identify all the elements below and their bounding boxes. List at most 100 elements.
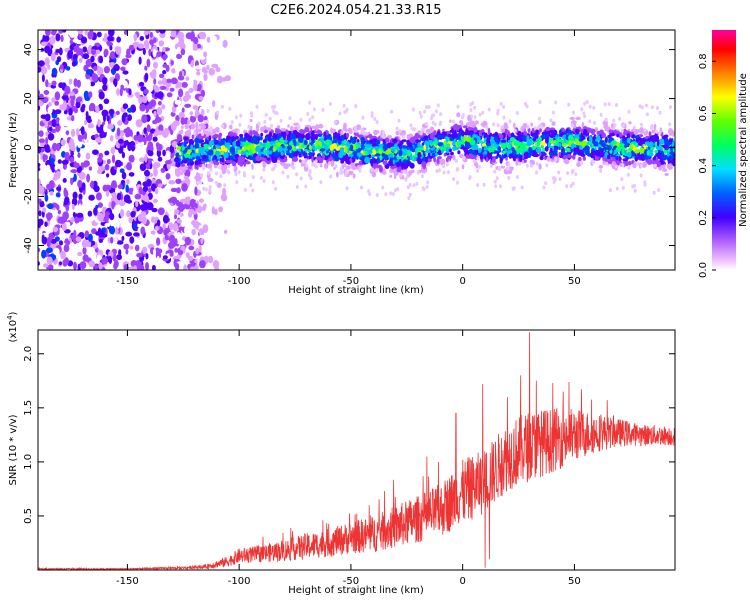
spectrogram-point (67, 49, 73, 59)
spectrogram-point (180, 117, 186, 125)
spectrogram-point (655, 157, 659, 163)
spectrogram-point (615, 186, 619, 191)
spectrogram-point (152, 136, 158, 142)
spectrogram-point (175, 199, 180, 207)
spectrogram-point (47, 203, 54, 210)
spectrogram-point (639, 173, 643, 178)
spectrogram-point (519, 155, 523, 163)
spectrogram-point (664, 173, 669, 176)
spectrogram-point (167, 205, 172, 215)
spectrogram-point (189, 198, 196, 208)
spectrogram-point (648, 141, 654, 148)
spectrogram-point (57, 159, 62, 164)
spectrogram-point (421, 127, 425, 132)
spectrogram-point (365, 131, 369, 136)
spectrogram-point (633, 188, 637, 193)
spectrogram-point (156, 143, 163, 152)
spectrogram-point (316, 144, 321, 150)
spectrogram-point (575, 116, 581, 121)
spectrogram-point (184, 210, 188, 215)
spectrogram-point (540, 141, 546, 146)
spectrogram-point (182, 167, 186, 174)
spectrogram-point (567, 129, 572, 134)
spectrogram-point (361, 115, 365, 120)
spectrogram-point (170, 187, 178, 193)
spectrogram-point (308, 155, 312, 160)
spectrogram-point (250, 113, 254, 118)
spectrogram-point (375, 120, 379, 125)
spectrogram-point (178, 88, 184, 98)
spectrogram-point (113, 78, 118, 88)
spectrogram-point (374, 146, 379, 151)
spectrogram-point (143, 127, 147, 134)
spectrogram-point (389, 174, 393, 178)
spectrogram-point (569, 184, 573, 188)
spectrogram-point (208, 188, 212, 193)
spectrogram-point (419, 114, 423, 119)
spectrogram-point (464, 147, 468, 152)
spectrogram-point (594, 155, 600, 162)
spectrogram-point (190, 144, 194, 150)
spectrogram-point (158, 124, 164, 132)
spectrogram-point (49, 35, 56, 45)
spectrogram-point (89, 102, 96, 112)
spectrogram-point (104, 164, 110, 171)
spectrogram-point (495, 155, 499, 160)
spectrogram-point (377, 158, 381, 163)
x-tick-label: -100 (228, 276, 251, 287)
spectrogram-point (340, 134, 345, 140)
spectrogram-point (179, 203, 186, 211)
spectrogram-point (173, 209, 180, 215)
spectrogram-point (157, 207, 165, 216)
spectrogram-point (114, 238, 118, 244)
spectrogram-point (128, 172, 135, 177)
spectrogram-point (438, 149, 442, 156)
spectrogram-point (40, 66, 48, 75)
spectrogram-point (661, 163, 666, 170)
spectrogram-point (508, 119, 512, 124)
spectrogram-point (58, 30, 64, 34)
spectrogram-point (95, 192, 102, 201)
spectrogram-point (139, 36, 145, 41)
spectrogram-point (172, 222, 179, 232)
spectrogram-point (222, 150, 229, 156)
spectrogram-point (206, 163, 213, 169)
spectrogram-point (467, 126, 473, 131)
spectrogram-point (168, 180, 176, 185)
spectrogram-point (97, 202, 103, 208)
spectrogram-point (149, 71, 157, 77)
spectrogram-point (508, 139, 511, 144)
spectrogram-point (151, 264, 156, 270)
spectrogram-point (628, 121, 632, 125)
spectrogram-point (489, 163, 493, 168)
spectrogram-point (503, 122, 508, 128)
spectrogram-point (581, 121, 584, 129)
spectrogram-point (496, 123, 500, 128)
spectrogram-point (88, 166, 93, 171)
spectrogram-point (487, 127, 491, 135)
spectrogram-point (170, 60, 174, 66)
spectrogram-point (146, 58, 151, 68)
spectrogram-point (176, 187, 181, 194)
spectrogram-point (334, 164, 338, 169)
spectrogram-point (297, 126, 301, 131)
spectrogram-point (295, 172, 299, 177)
spectrogram-point (116, 192, 122, 201)
spectrogram-point (95, 137, 102, 143)
spectrogram-point (426, 162, 430, 167)
spectrogram-point (116, 254, 122, 261)
spectrogram-point (621, 123, 625, 128)
y-tick-label: 0.5 (23, 508, 34, 524)
spectrogram-point (608, 129, 614, 134)
spectrogram-point (354, 104, 358, 109)
spectrogram-point (339, 167, 343, 172)
spectrogram-point (108, 255, 112, 262)
spectrogram-point (203, 51, 208, 58)
spectrogram-point (520, 137, 523, 143)
spectrogram-point (469, 139, 476, 146)
spectrogram-point (168, 198, 175, 203)
spectrogram-point (658, 130, 662, 135)
spectrogram-point (551, 121, 556, 126)
spectrogram-point (205, 119, 209, 124)
spectrogram-point (85, 192, 90, 200)
